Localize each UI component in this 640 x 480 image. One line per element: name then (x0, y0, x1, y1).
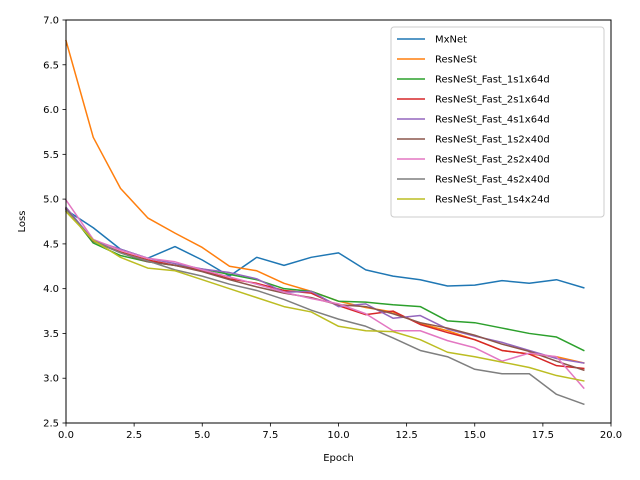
legend-label-7: ResNeSt_Fast_4s2x40d (435, 175, 550, 186)
x-tick-label: 20.0 (600, 430, 622, 441)
x-tick-label: 10.0 (327, 430, 349, 441)
x-axis: 0.0 2.5 5.0 7.5 10.0 12.5 15.0 17.5 20.0 (58, 423, 622, 441)
legend-label-6: ResNeSt_Fast_2s2x40d (435, 155, 550, 166)
y-tick-label: 6.5 (43, 60, 59, 71)
legend-label-2: ResNeSt_Fast_1s1x64d (435, 75, 550, 86)
x-tick-label: 0.0 (58, 430, 74, 441)
series-line-0 (64, 208, 585, 289)
y-tick-label: 6.0 (43, 105, 59, 116)
x-tick-label: 7.5 (262, 430, 278, 441)
series-line-3 (64, 207, 585, 370)
legend-box (390, 26, 605, 218)
series-line-6 (64, 198, 585, 390)
series-line-2 (64, 207, 585, 352)
series-line-7 (64, 208, 585, 406)
x-axis-label: Epoch (323, 453, 354, 464)
legend-label-5: ResNeSt_Fast_1s2x40d (435, 135, 550, 146)
y-tick-label: 5.0 (43, 195, 59, 206)
series-lines (64, 39, 585, 406)
y-tick-label: 5.5 (43, 150, 59, 161)
y-tick-label: 4.0 (43, 284, 59, 295)
legend-label-0: MxNet (435, 35, 467, 46)
x-tick-label: 12.5 (395, 430, 417, 441)
x-tick-label: 17.5 (532, 430, 554, 441)
y-axis: 2.5 3.0 3.5 4.0 4.5 5.0 5.5 6.0 6.5 7.0 (43, 16, 66, 430)
series-line-8 (64, 210, 585, 382)
x-tick-label: 15.0 (464, 430, 486, 441)
y-axis-label: Loss (17, 211, 28, 233)
y-tick-label: 4.5 (43, 239, 59, 250)
y-tick-label: 3.5 (43, 329, 59, 340)
x-tick-label: 5.0 (194, 430, 210, 441)
legend-label-1: ResNeSt (435, 55, 477, 66)
y-tick-label: 3.0 (43, 374, 59, 385)
legend-label-3: ResNeSt_Fast_2s1x64d (435, 95, 550, 106)
legend-label-4: ResNeSt_Fast_4s1x64d (435, 115, 550, 126)
legend-label-8: ResNeSt_Fast_1s4x24d (435, 195, 550, 206)
y-tick-label: 2.5 (43, 419, 59, 430)
x-tick-label: 2.5 (126, 430, 142, 441)
series-line-5 (64, 207, 585, 372)
legend: MxNet ResNeSt ResNeSt_Fast_1s1x64d ResNeSt_… (390, 26, 605, 218)
series-line-4 (64, 206, 585, 364)
y-tick-label: 7.0 (43, 16, 59, 27)
